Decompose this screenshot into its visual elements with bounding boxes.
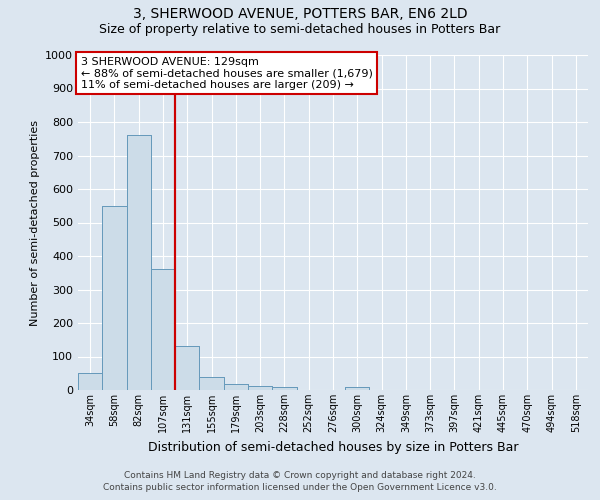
X-axis label: Distribution of semi-detached houses by size in Potters Bar: Distribution of semi-detached houses by … [148,440,518,454]
Bar [248,386,272,390]
Bar [248,386,272,390]
Y-axis label: Number of semi-detached properties: Number of semi-detached properties [29,120,40,326]
Bar [102,206,127,390]
Text: 3, SHERWOOD AVENUE, POTTERS BAR, EN6 2LD: 3, SHERWOOD AVENUE, POTTERS BAR, EN6 2LD [133,8,467,22]
Bar [272,386,296,390]
Bar [127,136,151,390]
Bar [102,206,127,390]
Text: 3 SHERWOOD AVENUE: 129sqm
← 88% of semi-detached houses are smaller (1,679)
11% : 3 SHERWOOD AVENUE: 129sqm ← 88% of semi-… [80,56,373,90]
Bar [175,346,199,390]
Bar [127,136,151,390]
Text: Contains HM Land Registry data © Crown copyright and database right 2024.
Contai: Contains HM Land Registry data © Crown c… [103,471,497,492]
Bar [199,376,224,390]
Bar [224,384,248,390]
Bar [78,373,102,390]
Bar [151,270,175,390]
Bar [224,384,248,390]
Bar [175,346,199,390]
Bar [345,386,370,390]
Bar [272,386,296,390]
Bar [199,376,224,390]
Bar [345,386,370,390]
Bar [151,270,175,390]
Text: Size of property relative to semi-detached houses in Potters Bar: Size of property relative to semi-detach… [100,22,500,36]
Bar [78,373,102,390]
